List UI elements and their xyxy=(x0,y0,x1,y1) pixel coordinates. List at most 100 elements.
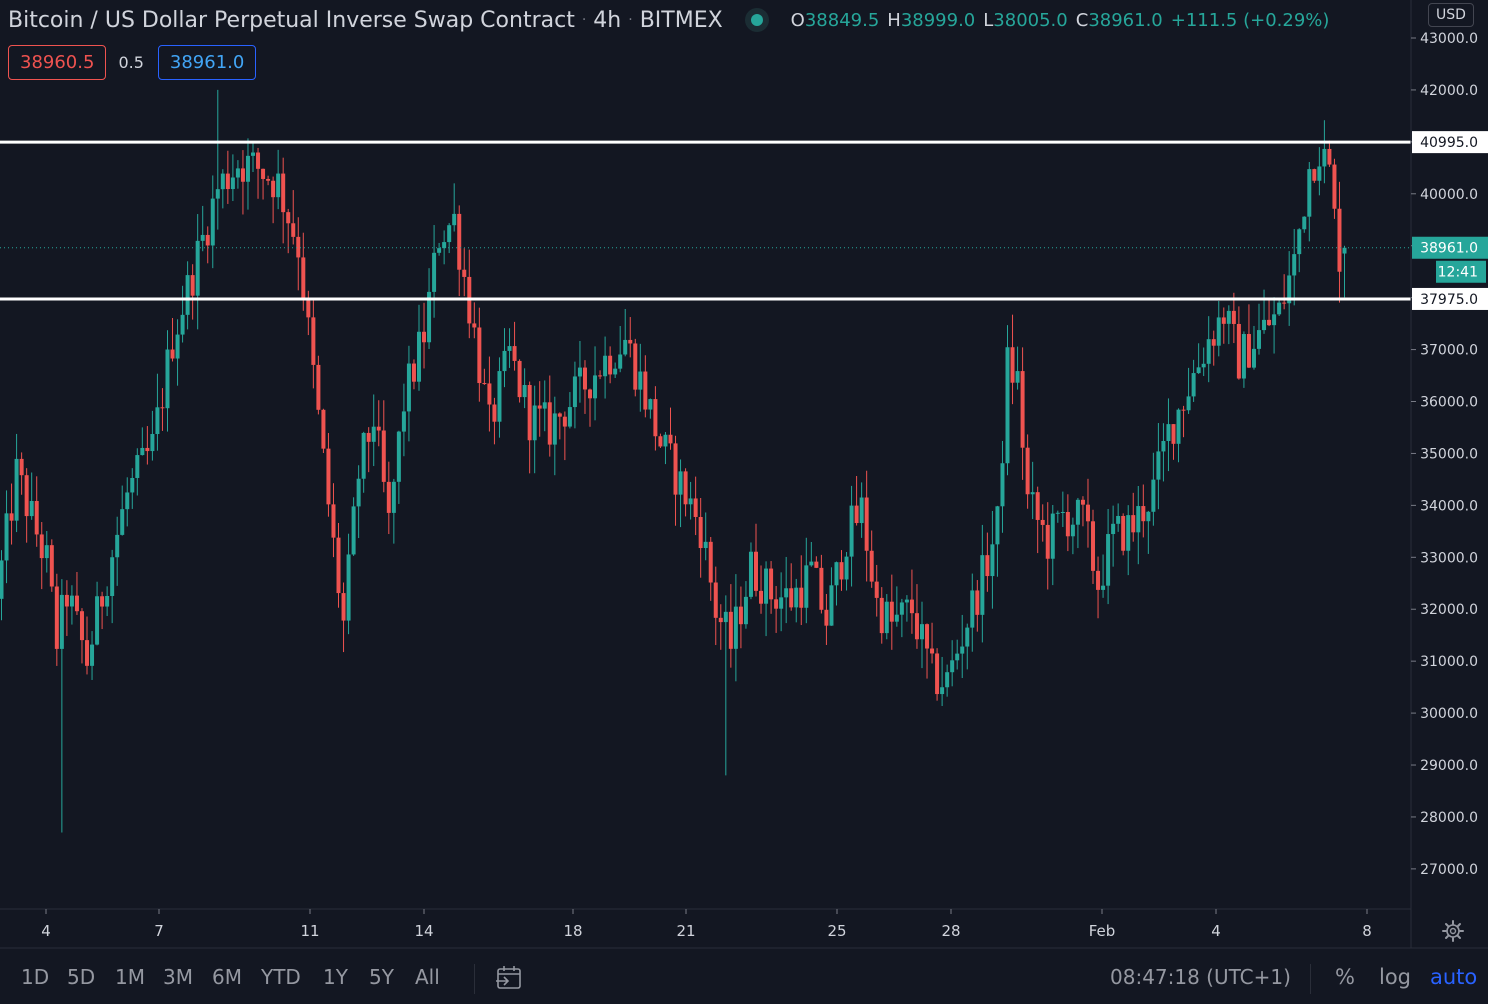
market-status-icon[interactable] xyxy=(750,14,763,26)
candle-body xyxy=(406,363,411,412)
candle-body xyxy=(688,498,693,505)
candle-body xyxy=(1226,310,1231,324)
candle-body xyxy=(230,177,235,190)
candle-body xyxy=(100,596,105,607)
candle-body xyxy=(442,242,447,249)
candle-body xyxy=(1101,585,1106,590)
log-scale-toggle[interactable]: log xyxy=(1379,965,1412,989)
candle-body xyxy=(291,223,296,237)
settings-gear-icon[interactable] xyxy=(1438,918,1468,944)
time-tick-label: 4 xyxy=(1211,922,1221,940)
candle-body xyxy=(864,497,869,551)
candle-body xyxy=(814,561,819,568)
candle-body xyxy=(1201,363,1206,368)
interval-label[interactable]: 4h xyxy=(593,7,622,33)
candle-body xyxy=(195,240,200,296)
clock-timezone[interactable]: 08:47:18 (UTC+1) xyxy=(1110,965,1291,989)
candle-body xyxy=(1282,302,1287,304)
candle-body xyxy=(1025,447,1030,495)
candle-body xyxy=(1146,511,1151,522)
exchange-label[interactable]: BITMEX xyxy=(639,7,723,33)
candle-body xyxy=(185,275,190,315)
candle-body xyxy=(733,606,738,649)
candle-body xyxy=(49,545,54,587)
sell-button[interactable]: 38960.5 xyxy=(8,45,107,80)
time-tick-label: 4 xyxy=(41,922,51,940)
candle-body xyxy=(718,617,723,623)
price-axis[interactable]: 43000.042000.041000.040000.039000.038000… xyxy=(1411,31,1478,878)
candle-body xyxy=(603,355,608,377)
candle-body xyxy=(879,597,884,634)
candle-body xyxy=(1342,247,1347,254)
candle-body xyxy=(175,334,180,359)
candle-body xyxy=(894,614,899,622)
candle-body xyxy=(371,426,376,442)
candle-body xyxy=(462,269,467,277)
time-tick-label: 21 xyxy=(676,922,695,940)
candle-body xyxy=(522,384,527,398)
candle-body xyxy=(653,399,658,437)
auto-scale-toggle[interactable]: auto xyxy=(1430,965,1478,989)
candle-body xyxy=(416,331,421,382)
timeframe-5y[interactable]: 5Y xyxy=(369,965,394,989)
candle-body xyxy=(301,257,306,301)
candle-body xyxy=(909,599,914,614)
timeframe-5d[interactable]: 5D xyxy=(67,965,96,989)
candle-body xyxy=(24,475,29,517)
candle-body xyxy=(925,624,930,649)
candle-body xyxy=(698,516,703,549)
candle-body xyxy=(638,371,643,390)
spread-value: 0.5 xyxy=(118,53,144,72)
candle-body xyxy=(331,504,336,538)
last-price-label: 38961.0 xyxy=(1420,241,1478,257)
high-label: H xyxy=(887,9,901,31)
time-tick-label: 28 xyxy=(941,922,960,940)
timeframe-ytd[interactable]: YTD xyxy=(261,965,301,989)
percent-scale-toggle[interactable]: % xyxy=(1335,965,1355,989)
candle-body xyxy=(613,368,618,375)
candle-body xyxy=(577,367,582,377)
candle-body xyxy=(1241,334,1246,379)
candle-body xyxy=(608,355,613,375)
timeframe-3m[interactable]: 3M xyxy=(163,965,193,989)
currency-selector[interactable]: USD xyxy=(1428,3,1474,27)
candle-body xyxy=(1055,512,1060,514)
candle-body xyxy=(572,376,577,408)
candle-body xyxy=(79,611,84,641)
open-label: O xyxy=(790,9,805,31)
timeframe-all[interactable]: All xyxy=(415,965,440,989)
candle-body xyxy=(1332,164,1337,209)
time-tick-label: Feb xyxy=(1089,922,1116,940)
candle-body xyxy=(1186,396,1191,411)
buy-button[interactable]: 38961.0 xyxy=(157,45,257,80)
timeframe-1d[interactable]: 1D xyxy=(21,965,50,989)
candle-body xyxy=(477,327,482,384)
candle-body xyxy=(1010,347,1015,383)
time-axis[interactable]: 4 7 11 14 18 21 25 28 Feb 4 8 xyxy=(41,909,1372,940)
candle-body xyxy=(220,173,225,190)
candle-body xyxy=(678,471,683,495)
go-to-date-icon[interactable] xyxy=(494,963,524,997)
ohlc-values: O38849.5 H38999.0 L38005.0 C38961.0 +111… xyxy=(791,10,1330,31)
candle-body xyxy=(29,500,34,517)
candle-body xyxy=(965,627,970,647)
toolbar-divider xyxy=(474,964,475,994)
candle-body xyxy=(1176,409,1181,444)
price-tick-label: 42000.0 xyxy=(1420,83,1478,99)
timeframe-1m[interactable]: 1M xyxy=(115,965,145,989)
low-label: L xyxy=(983,9,994,31)
low-value: 38005.0 xyxy=(993,9,1068,31)
level-low-label: 37975.0 xyxy=(1420,292,1478,308)
candle-body xyxy=(341,593,346,621)
timeframe-6m[interactable]: 6M xyxy=(212,965,242,989)
candle-body xyxy=(135,455,140,478)
symbol-title[interactable]: Bitcoin / US Dollar Perpetual Inverse Sw… xyxy=(8,7,575,33)
level-high-label: 40995.0 xyxy=(1420,135,1478,151)
candle-body xyxy=(945,672,950,688)
candle-body xyxy=(240,168,245,182)
candle-body xyxy=(1211,339,1216,346)
countdown-label: 12:41 xyxy=(1438,265,1478,281)
candle-body xyxy=(703,541,708,549)
timeframe-1y[interactable]: 1Y xyxy=(323,965,348,989)
